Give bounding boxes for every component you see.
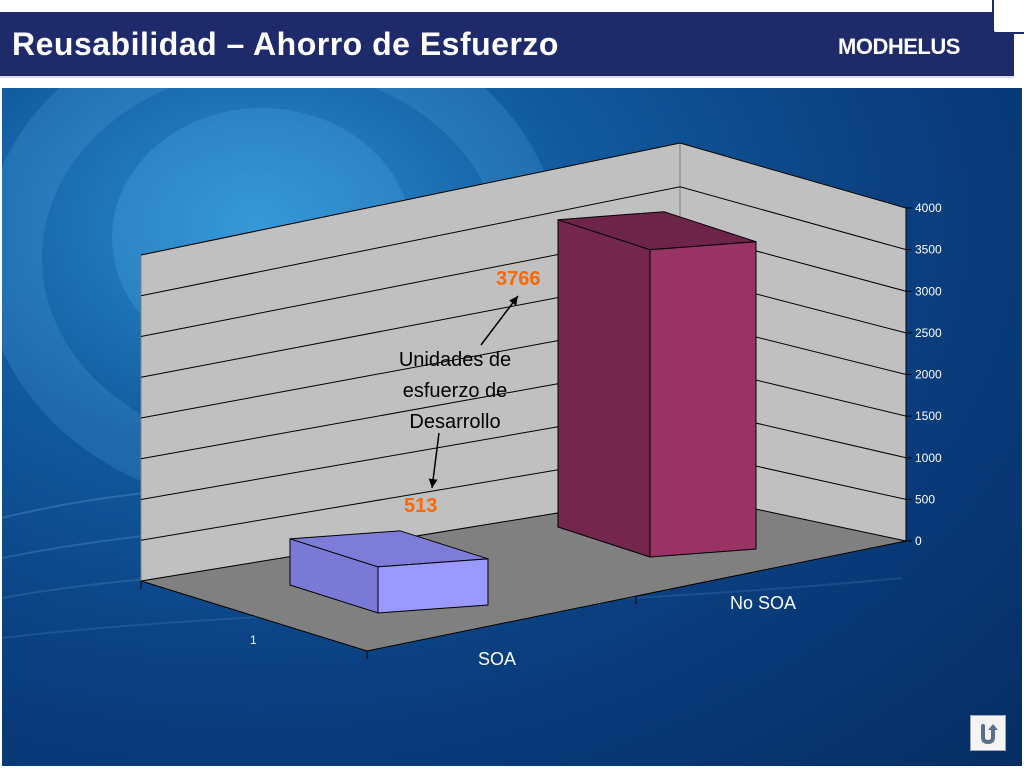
data-label-no-soa: 3766	[496, 268, 541, 290]
return-icon	[981, 724, 998, 745]
return-button[interactable]	[970, 715, 1006, 751]
data-label-soa: 513	[404, 495, 437, 517]
arrow-to-soa-label	[428, 432, 440, 489]
annotation-text: Unidades de esfuerzo de Desarrollo	[399, 349, 511, 433]
y-tick-label: 3000	[915, 284, 942, 298]
y-tick-label: 1500	[915, 409, 942, 423]
y-tick-label: 1000	[915, 451, 942, 465]
header-bar: Reusabilidad – Ahorro de Esfuerzo MODHEL…	[0, 12, 1014, 78]
bar-front-no-soa	[649, 241, 757, 558]
bar-side	[557, 219, 651, 558]
header-corner-decoration	[992, 0, 1024, 34]
arrow-to-no-soa-label	[480, 295, 519, 346]
depth-axis-label: 1	[250, 633, 257, 647]
y-tick-label: 2000	[915, 368, 942, 382]
category-label-no-soa: No SOA	[730, 593, 796, 613]
depth-axis-line	[140, 580, 368, 652]
bar-front-soa	[377, 558, 489, 614]
y-tick-label: 4000	[915, 201, 942, 215]
gridline	[140, 142, 907, 256]
y-tick-label: 500	[915, 492, 935, 506]
category-label-soa: SOA	[478, 649, 516, 669]
modhelus-logo: MODHELUS	[838, 34, 960, 59]
gridline	[140, 186, 907, 297]
y-tick-label: 0	[915, 534, 922, 548]
y-tick-label: 3500	[915, 243, 942, 257]
y-tick-label: 2500	[915, 326, 942, 340]
page-title: Reusabilidad – Ahorro de Esfuerzo	[12, 26, 559, 62]
